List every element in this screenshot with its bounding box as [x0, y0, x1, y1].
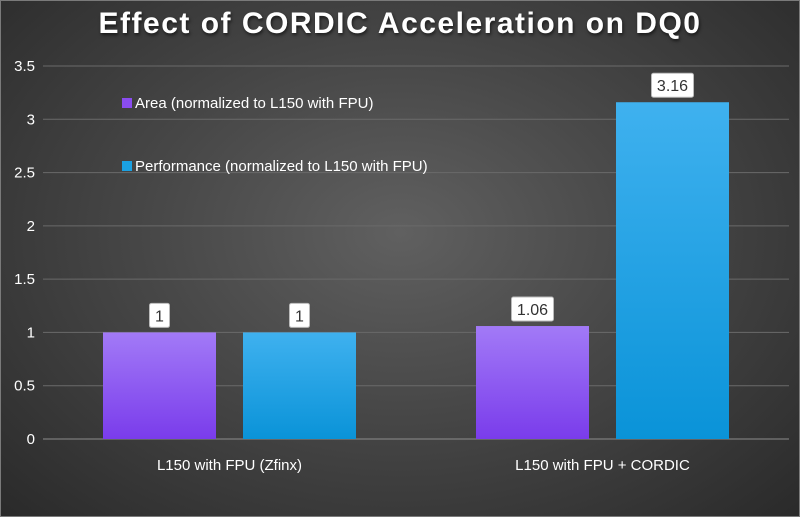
bar [476, 326, 589, 439]
y-tick-label: 3 [27, 111, 35, 128]
legend: Area (normalized to L150 with FPU) Perfor… [122, 95, 428, 175]
x-tick-label: L150 with FPU + CORDIC [515, 457, 690, 474]
axes: 0 0.5 1 1.5 2 2.5 3 3.5 L150 with FPU (Zfinx) L15… [14, 58, 690, 474]
data-label-box [289, 302, 310, 328]
bar [616, 102, 729, 439]
y-tick-label: 2.5 [14, 165, 35, 182]
legend-label: Performance (normalized to L150 with FPU… [135, 158, 428, 175]
data-label: 1.06 [517, 302, 548, 319]
data-label-box [511, 296, 554, 322]
legend-label: Area (normalized to L150 with FPU) [135, 95, 373, 112]
y-tick-label: 0.5 [14, 378, 35, 395]
x-tick-label: L150 with FPU (Zfinx) [157, 457, 302, 474]
y-tick-label: 3.5 [14, 58, 35, 75]
data-labels: 1 1 1.06 3.16 [149, 72, 694, 328]
bars [103, 102, 729, 439]
chart-title: Effect of CORDIC Acceleration on DQ0 [98, 7, 702, 40]
legend-swatch [122, 161, 132, 171]
y-tick-label: 1.5 [14, 271, 35, 288]
data-label: 3.16 [657, 78, 688, 95]
y-tick-label: 2 [27, 218, 35, 235]
bar [103, 332, 216, 439]
y-tick-label: 1 [27, 324, 35, 341]
y-tick-label: 0 [27, 431, 35, 448]
data-label: 1 [155, 308, 164, 325]
legend-swatch [122, 98, 132, 108]
data-label-box [651, 72, 694, 98]
data-label: 1 [295, 308, 304, 325]
data-label-box [149, 302, 170, 328]
bar [243, 332, 356, 439]
